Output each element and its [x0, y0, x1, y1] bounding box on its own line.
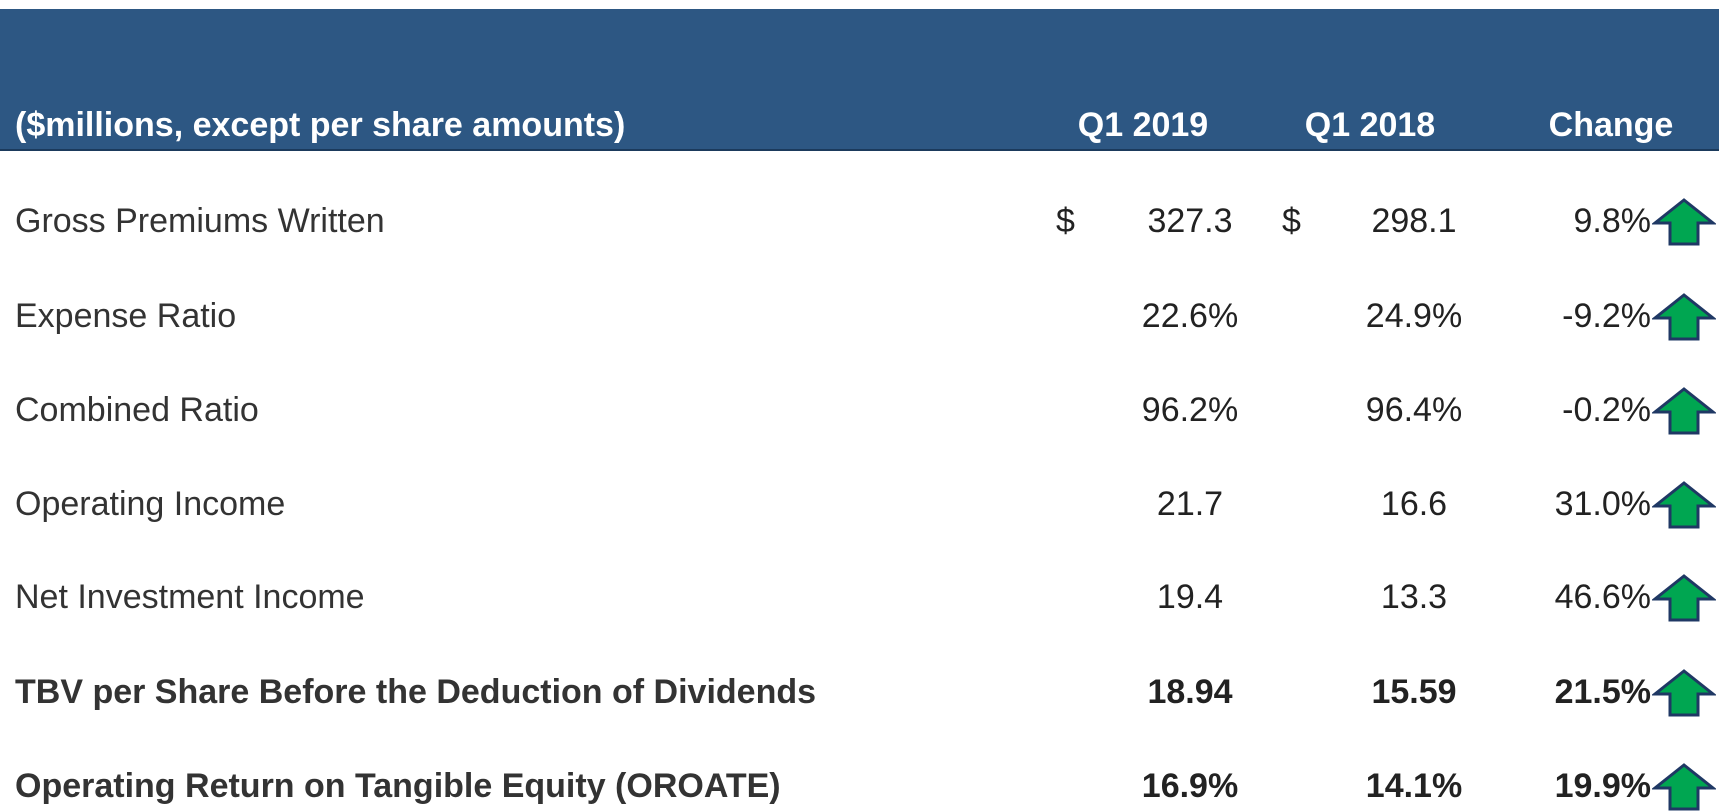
cell-q1-2018: 13.3 — [1380, 578, 1448, 616]
cell-q1-2019: 22.6% — [1141, 297, 1239, 335]
row-label: TBV per Share Before the Deduction of Di… — [15, 673, 817, 711]
cell-q1-2019: 19.4 — [1156, 578, 1224, 616]
row-label: Gross Premiums Written — [15, 202, 385, 240]
caption: ($millions, except per share amounts) — [15, 106, 626, 144]
table-row: TBV per Share Before the Deduction of Di… — [0, 669, 1719, 717]
cell-change: 21.5% — [1554, 673, 1651, 711]
cell-change: -0.2% — [1562, 391, 1651, 429]
table-row: Expense Ratio 22.6% 24.9% -9.2% — [0, 293, 1719, 341]
cell-q1-2019: 18.94 — [1147, 673, 1233, 711]
cell-q1-2018: 24.9% — [1365, 297, 1463, 335]
cell-q1-2019: 21.7 — [1156, 485, 1224, 523]
cell-change: 31.0% — [1554, 485, 1651, 523]
row-label: Expense Ratio — [15, 297, 237, 335]
row-label: Combined Ratio — [15, 391, 259, 429]
cell-change: 19.9% — [1554, 767, 1651, 805]
up-arrow-icon — [1652, 481, 1716, 529]
table-row: Combined Ratio 96.2% 96.4% -0.2% — [0, 387, 1719, 435]
up-arrow-icon — [1652, 669, 1716, 717]
cell-q1-2019: 327.3 — [1147, 202, 1233, 240]
arrow-shape — [1652, 669, 1716, 717]
table-row: Net Investment Income 19.4 13.3 46.6% — [0, 574, 1719, 622]
cell-q1-2018: 14.1% — [1365, 767, 1463, 805]
column-header: Q1 2019 — [1077, 106, 1209, 144]
arrow-shape — [1652, 481, 1716, 529]
arrow-shape — [1652, 198, 1716, 246]
row-label: Operating Return on Tangible Equity (ORO… — [15, 767, 781, 805]
arrow-shape — [1652, 763, 1716, 811]
row-label: Net Investment Income — [15, 578, 365, 616]
table-row: Operating Income 21.7 16.6 31.0% — [0, 481, 1719, 529]
cell-q1-2019: 16.9% — [1141, 767, 1239, 805]
header-band: ($millions, except per share amounts) Q1… — [0, 9, 1719, 151]
up-arrow-icon — [1652, 387, 1716, 435]
column-header: Q1 2018 — [1304, 106, 1436, 144]
table-row: Gross Premiums Written $ $327.3 298.1 9.8% — [0, 198, 1719, 246]
currency-symbol: $ — [1056, 202, 1075, 240]
arrow-shape — [1652, 293, 1716, 341]
up-arrow-icon — [1652, 574, 1716, 622]
cell-q1-2018: 15.59 — [1371, 673, 1457, 711]
column-header: Change — [1548, 106, 1674, 144]
cell-change: -9.2% — [1562, 297, 1651, 335]
cell-q1-2018: 16.6 — [1380, 485, 1448, 523]
cell-change: 46.6% — [1554, 578, 1651, 616]
cell-change: 9.8% — [1573, 202, 1652, 240]
up-arrow-icon — [1652, 198, 1716, 246]
arrow-shape — [1652, 387, 1716, 435]
currency-symbol: $ — [1282, 202, 1301, 240]
arrow-shape — [1652, 574, 1716, 622]
cell-q1-2018: 96.4% — [1365, 391, 1463, 429]
cell-q1-2019: 96.2% — [1141, 391, 1239, 429]
up-arrow-icon — [1652, 293, 1716, 341]
table-row: Operating Return on Tangible Equity (ORO… — [0, 763, 1719, 811]
row-label: Operating Income — [15, 485, 286, 523]
cell-q1-2018: 298.1 — [1371, 202, 1457, 240]
